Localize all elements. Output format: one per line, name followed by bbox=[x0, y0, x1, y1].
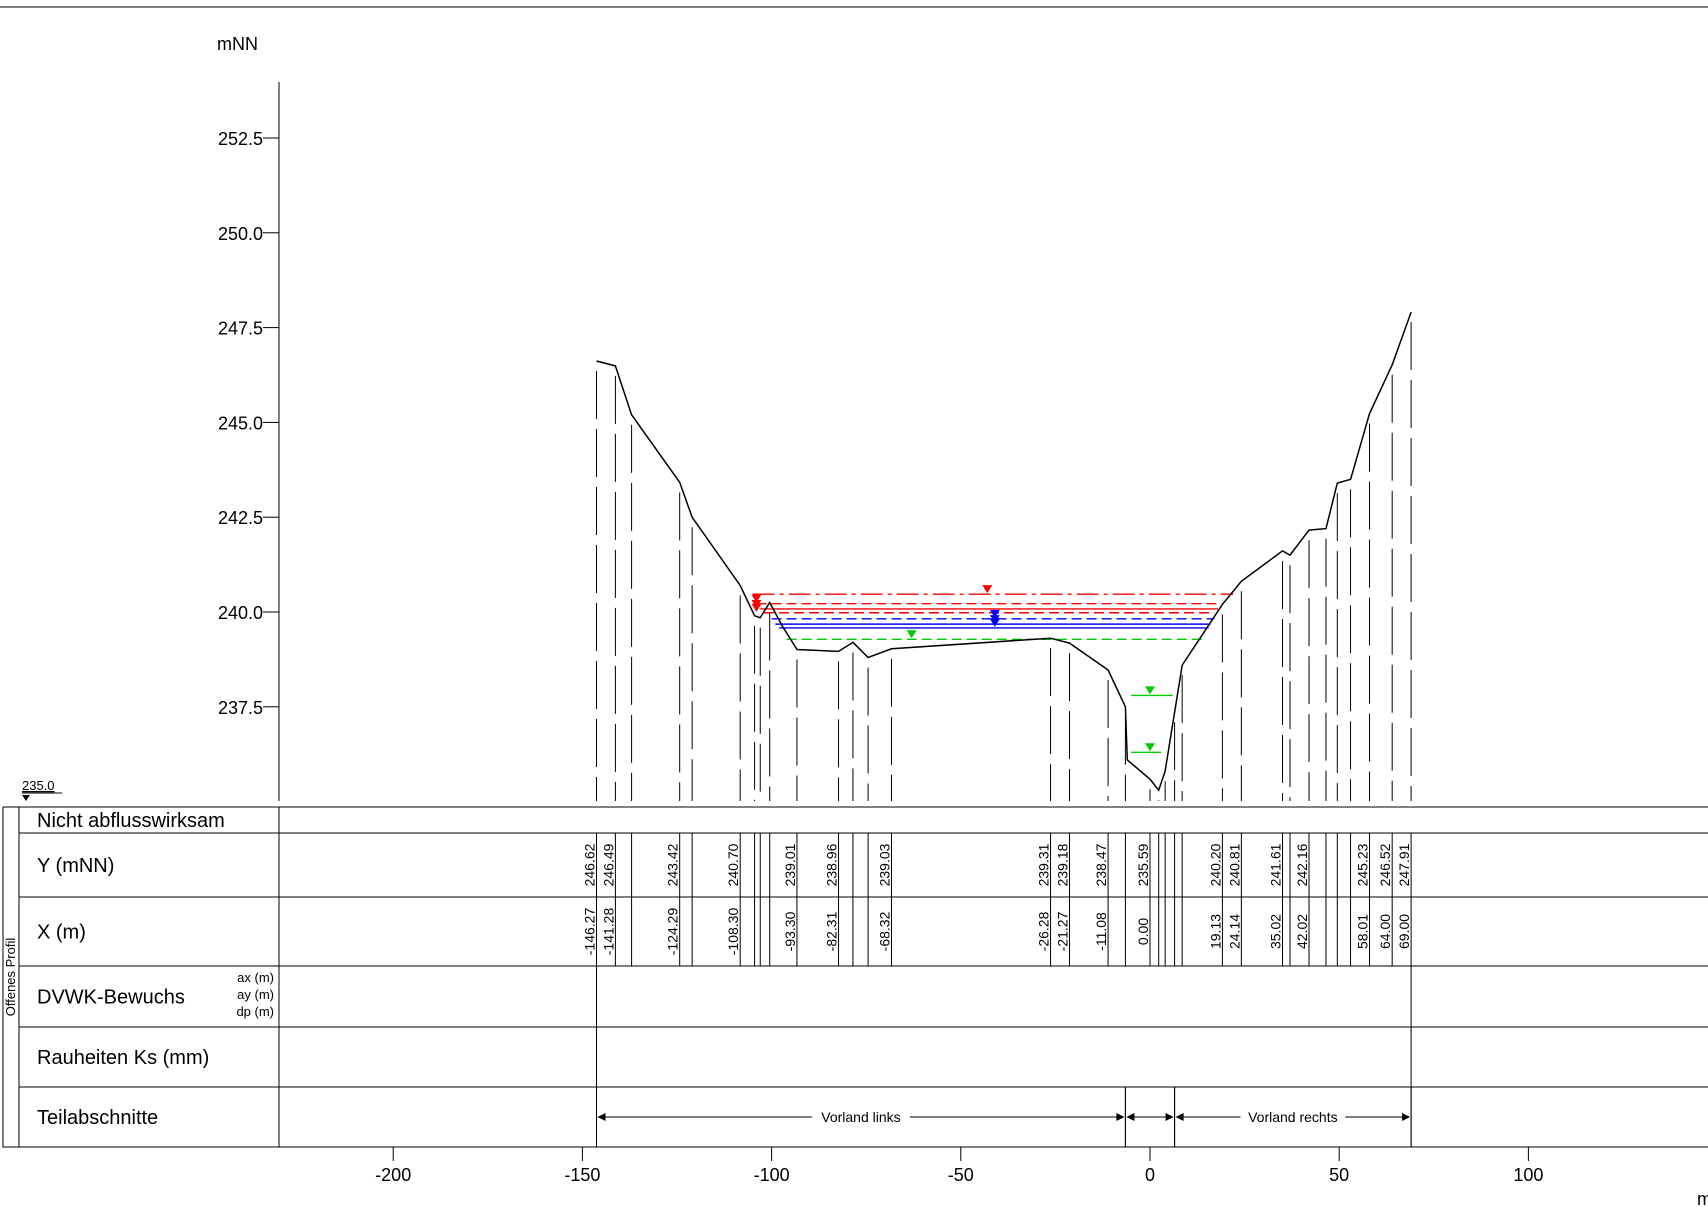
value-label: 240.70 bbox=[725, 843, 741, 886]
value-label: -124.29 bbox=[665, 908, 681, 956]
row-label: Y (mNN) bbox=[37, 855, 114, 877]
value-label: 247.91 bbox=[1396, 843, 1412, 886]
value-label: 239.18 bbox=[1055, 843, 1071, 886]
row-sublabel: dp (m) bbox=[236, 1004, 274, 1019]
row-label: DVWK-Bewuchs bbox=[37, 987, 185, 1009]
segment-arrowhead bbox=[597, 1113, 606, 1121]
value-label: 246.62 bbox=[582, 843, 598, 886]
segment-arrowhead bbox=[1116, 1113, 1125, 1121]
water-level-marker bbox=[751, 603, 762, 612]
water-level-marker bbox=[751, 594, 762, 603]
terrain-profile-line bbox=[596, 311, 1412, 792]
vertical-guide-lines bbox=[596, 322, 1412, 801]
y-tick-label: 240.0 bbox=[218, 603, 263, 623]
segment-label-bg bbox=[812, 1109, 910, 1125]
water-level-marker bbox=[982, 585, 993, 594]
value-label: 35.02 bbox=[1268, 914, 1284, 949]
y-axis-unit: mNN bbox=[217, 34, 258, 54]
value-label: 246.49 bbox=[600, 843, 616, 886]
value-label: 24.14 bbox=[1226, 914, 1242, 949]
value-label: 243.42 bbox=[665, 843, 681, 886]
value-label: -146.27 bbox=[582, 908, 598, 956]
value-label: 42.02 bbox=[1294, 914, 1310, 949]
value-label: 238.47 bbox=[1093, 843, 1109, 886]
value-label: 64.00 bbox=[1377, 914, 1393, 949]
y-tick-label: 245.0 bbox=[218, 413, 263, 433]
row-label: X (m) bbox=[37, 922, 86, 944]
segment-arrowhead bbox=[1175, 1113, 1184, 1121]
value-label: -26.28 bbox=[1036, 911, 1052, 951]
y-tick-label: 242.5 bbox=[218, 508, 263, 528]
value-label: 19.13 bbox=[1207, 914, 1223, 949]
segment-label: Vorland rechts bbox=[1248, 1109, 1338, 1125]
water-level-marker bbox=[1145, 686, 1155, 695]
x-tick-label: 50 bbox=[1329, 1165, 1349, 1185]
value-label: 241.61 bbox=[1268, 843, 1284, 886]
side-label: Offenes Profil bbox=[3, 938, 18, 1017]
profile-table: Offenes Profil Nicht abflusswirksam Y (mNN… bbox=[2, 806, 1708, 1148]
x-axis: -200 -150 -100 -50 0 50 100 bbox=[375, 1147, 1543, 1185]
value-label: -93.30 bbox=[782, 911, 798, 951]
x-tick-label: 0 bbox=[1145, 1165, 1155, 1185]
value-label: -108.30 bbox=[725, 908, 741, 956]
row-sublabel: ay (m) bbox=[237, 987, 274, 1002]
water-level-marker bbox=[989, 618, 1000, 627]
row-sublabel: ax (m) bbox=[237, 970, 274, 985]
datum-marker: 235.0 bbox=[22, 778, 62, 801]
value-label: 239.01 bbox=[782, 843, 798, 886]
y-axis: 252.5 250.0 247.5 245.0 242.5 240.0 237.5 bbox=[218, 82, 280, 801]
x-axis-unit: m bbox=[1697, 1189, 1708, 1207]
segment-arrowhead bbox=[1402, 1113, 1411, 1121]
x-tick-label: -100 bbox=[754, 1165, 790, 1185]
row-label: Nicht abflusswirksam bbox=[37, 810, 225, 832]
y-tick-label: 250.0 bbox=[218, 224, 263, 244]
y-tick-label: 252.5 bbox=[218, 129, 263, 149]
value-label: 0.00 bbox=[1135, 918, 1151, 945]
value-label: -21.27 bbox=[1055, 911, 1071, 951]
segment-label: Vorland links bbox=[821, 1109, 900, 1125]
value-label: 58.01 bbox=[1355, 914, 1371, 949]
value-label: 240.81 bbox=[1226, 843, 1242, 886]
value-label: 245.23 bbox=[1355, 843, 1371, 886]
value-label: 246.52 bbox=[1377, 843, 1393, 886]
y-tick-label: 237.5 bbox=[218, 698, 263, 718]
row-label: Rauheiten Ks (mm) bbox=[37, 1047, 209, 1069]
water-level-marker bbox=[906, 630, 917, 639]
value-label: 238.96 bbox=[824, 843, 840, 886]
x-tick-label: -200 bbox=[375, 1165, 411, 1185]
value-label: 235.59 bbox=[1135, 843, 1151, 886]
value-label: 69.00 bbox=[1396, 914, 1412, 949]
value-label: -68.32 bbox=[876, 911, 892, 951]
segment-arrowhead bbox=[1165, 1113, 1174, 1121]
value-label: 239.03 bbox=[876, 843, 892, 886]
x-tick-label: -50 bbox=[948, 1165, 974, 1185]
datum-triangle bbox=[22, 795, 30, 801]
water-level-marker bbox=[1145, 743, 1155, 752]
row-label: Teilabschnitte bbox=[37, 1107, 158, 1129]
segment-label-bg bbox=[1240, 1109, 1346, 1125]
value-label: 239.31 bbox=[1036, 843, 1052, 886]
x-tick-label: -150 bbox=[564, 1165, 600, 1185]
value-label: 240.20 bbox=[1207, 843, 1223, 886]
value-label: -82.31 bbox=[824, 911, 840, 951]
water-level-marker bbox=[989, 609, 1000, 618]
x-tick-label: 100 bbox=[1513, 1165, 1543, 1185]
value-label: 242.16 bbox=[1294, 843, 1310, 886]
segment-arrowhead bbox=[1126, 1113, 1135, 1121]
water-levels bbox=[751, 585, 1234, 754]
value-label: -141.28 bbox=[600, 908, 616, 956]
table-frame bbox=[2, 806, 1708, 1148]
datum-label: 235.0 bbox=[22, 778, 55, 793]
y-tick-label: 247.5 bbox=[218, 319, 263, 339]
value-label: -11.08 bbox=[1093, 912, 1109, 951]
